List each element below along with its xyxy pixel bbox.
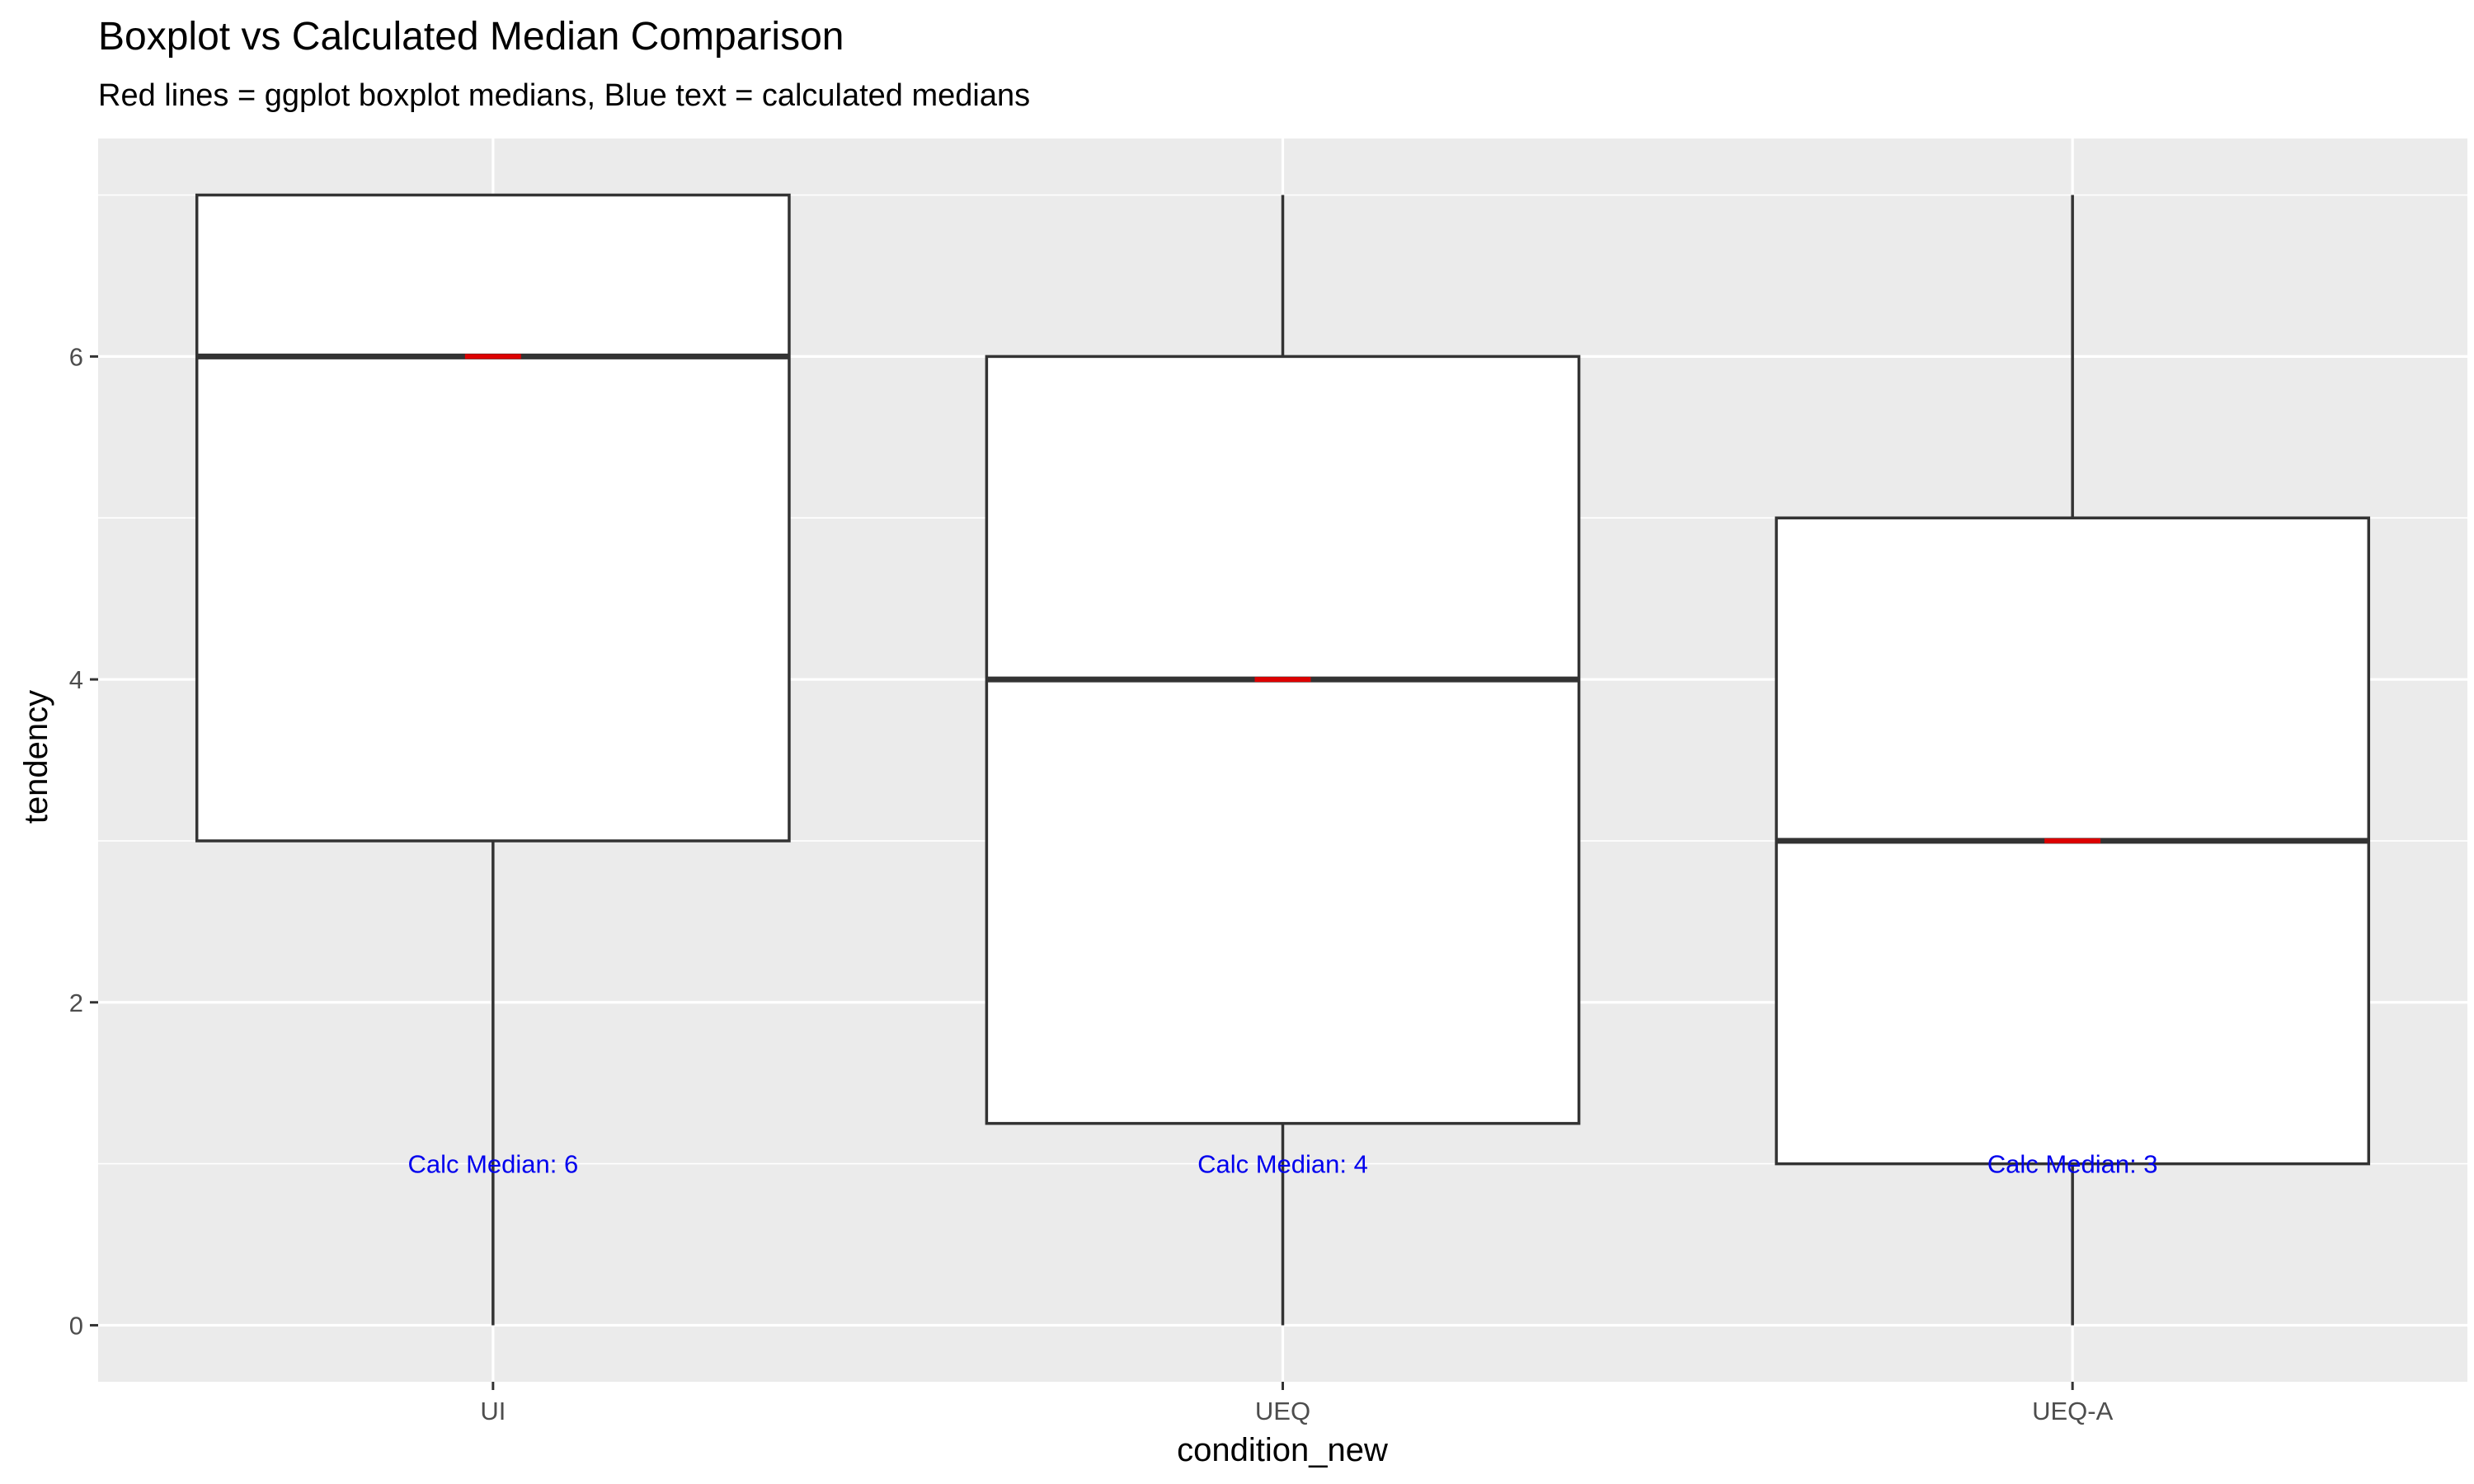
calc-median-label: Calc Median: 4	[1197, 1150, 1368, 1179]
calc-median-labels: Calc Median: 6 Calc Median: 4 Calc Median:…	[407, 1150, 2157, 1179]
x-tick-label: UEQ-A	[2032, 1397, 2114, 1425]
calc-median-label: Calc Median: 3	[1987, 1150, 2158, 1179]
x-axis-title: condition_new	[1177, 1432, 1388, 1468]
chart-subtitle: Red lines = ggplot boxplot medians, Blue…	[98, 78, 1030, 113]
y-tick-label: 0	[69, 1311, 83, 1340]
box-ueq	[985, 195, 1581, 1326]
y-tick-label: 6	[69, 342, 83, 371]
y-tick-label: 2	[69, 989, 83, 1017]
y-tick-label: 4	[69, 665, 83, 694]
box-iqr	[195, 193, 791, 843]
chart-title: Boxplot vs Calculated Median Comparison	[98, 15, 844, 59]
calc-median-label: Calc Median: 6	[407, 1150, 578, 1179]
box-iqr	[985, 355, 1581, 1125]
box-ui	[195, 193, 791, 1326]
x-tick-label: UEQ	[1255, 1397, 1310, 1425]
boxes	[195, 193, 2371, 1326]
axes: 0 2 4 6 UI UEQ UEQ-A	[69, 342, 2114, 1425]
box-ueq-a	[1775, 195, 2371, 1326]
y-axis-title: tendency	[18, 690, 54, 824]
x-tick-label: UI	[480, 1397, 506, 1425]
